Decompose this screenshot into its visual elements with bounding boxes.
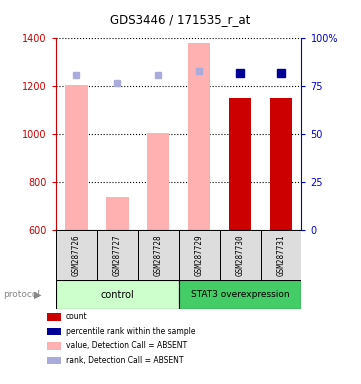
Text: GSM287730: GSM287730 [236,235,244,276]
Bar [179,280,301,309]
Text: value, Detection Call = ABSENT: value, Detection Call = ABSENT [66,341,187,351]
Text: rank, Detection Call = ABSENT: rank, Detection Call = ABSENT [66,356,183,365]
Text: STAT3 overexpression: STAT3 overexpression [191,290,290,299]
Text: GSM287728: GSM287728 [154,235,163,276]
Bar [229,98,251,230]
Text: GSM287727: GSM287727 [113,235,122,276]
Text: GSM287731: GSM287731 [277,235,286,276]
Text: percentile rank within the sample: percentile rank within the sample [66,327,196,336]
Bar [106,197,129,230]
Bar [138,230,179,280]
Bar [188,43,210,230]
Bar [219,230,261,280]
Bar [270,98,292,230]
Bar [56,230,97,280]
Bar [65,85,88,230]
Text: count: count [66,312,88,321]
Text: control: control [100,290,134,300]
Text: GDS3446 / 171535_r_at: GDS3446 / 171535_r_at [110,13,251,26]
Text: ▶: ▶ [34,290,42,300]
Bar [147,133,170,230]
Bar [179,230,219,280]
Bar [56,280,179,309]
Text: GSM287726: GSM287726 [72,235,81,276]
Bar [261,230,301,280]
Text: protocol: protocol [4,290,40,299]
Bar [97,230,138,280]
Text: GSM287729: GSM287729 [195,235,204,276]
